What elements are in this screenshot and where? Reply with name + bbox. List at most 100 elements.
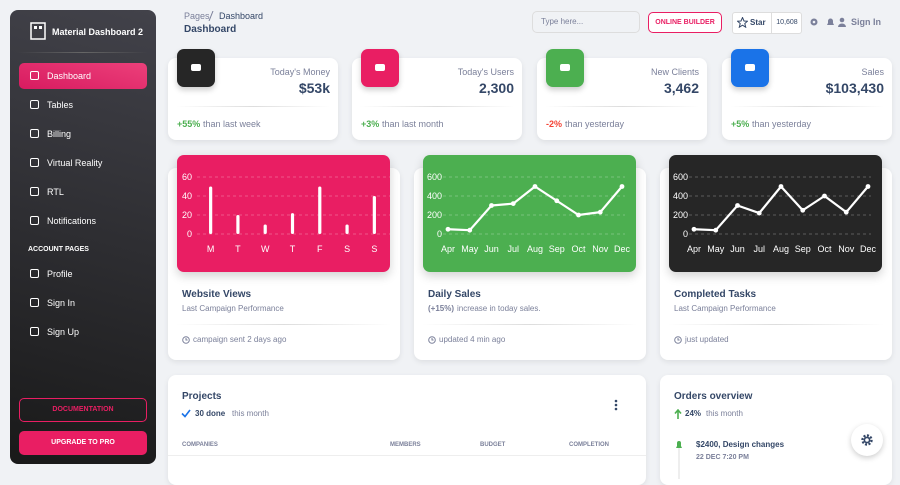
stat-label: Today's Users <box>457 67 514 77</box>
x-tick-label: Apr <box>687 244 701 254</box>
nav-icon <box>30 71 39 80</box>
nav-item[interactable]: Dashboard <box>47 71 92 81</box>
card-title: Website Views <box>182 289 252 300</box>
star-button[interactable]: Star 10,608 <box>732 12 802 34</box>
timeline <box>676 441 682 479</box>
star-count: 10,608 <box>771 13 802 33</box>
line <box>447 185 623 232</box>
chart-box: 0 200 400 600 Apr May Jun Jul Aug Sep Oct Nov Dec <box>423 155 636 272</box>
gear-icon <box>861 434 873 446</box>
menu-icon[interactable] <box>614 399 618 411</box>
stat-value: 3,462 <box>663 80 699 96</box>
stat-change: -2% <box>546 119 563 129</box>
nav-icon <box>30 129 39 138</box>
y-tick-label: 0 <box>437 229 442 239</box>
stat-label: Sales <box>861 67 884 77</box>
x-tick-label: Nov <box>592 244 609 254</box>
column-header: BUDGET <box>480 442 506 448</box>
nav-icon <box>30 100 39 109</box>
chart: 0 200 400 600 Apr May Jun Jul Aug Sep Oct Nov Dec <box>673 172 877 254</box>
y-tick-label: 0 <box>683 229 688 239</box>
x-tick-label: May <box>707 244 725 254</box>
divider <box>730 106 884 107</box>
bar <box>372 196 376 234</box>
nav-item[interactable]: Billing <box>47 129 72 139</box>
x-tick-label: Jul <box>507 244 519 254</box>
nav-icon <box>30 269 39 278</box>
section-label: ACCOUNT PAGES <box>28 246 89 253</box>
breadcrumb-parent[interactable]: Pages <box>184 11 210 21</box>
stat-note: than yesterday <box>752 119 812 129</box>
settings-button[interactable] <box>851 424 883 456</box>
y-tick-label: 40 <box>182 191 192 201</box>
x-tick-label: Dec <box>614 244 631 254</box>
card-subtitle: Last Campaign Performance <box>674 304 776 313</box>
point <box>467 227 473 233</box>
x-tick-label: Nov <box>838 244 855 254</box>
column-header: MEMBERS <box>390 442 421 448</box>
nav-item[interactable]: Tables <box>47 100 74 110</box>
upgrade-button[interactable]: UPGRADE TO PRO <box>19 431 147 455</box>
nav-item[interactable]: Sign Up <box>47 327 80 337</box>
breadcrumb-separator <box>208 11 214 21</box>
sidebar: Material Dashboard 2 ACCOUNT PAGES DOCUM… <box>10 10 156 464</box>
clock-icon <box>674 336 682 344</box>
subtitle-highlight: (+15%) <box>428 304 455 313</box>
point <box>800 207 806 213</box>
breadcrumb-current: Dashboard <box>219 11 264 21</box>
nav-icons <box>810 17 846 27</box>
card-subtitle: increase in today sales. <box>457 304 541 313</box>
nav-item[interactable]: Virtual Reality <box>47 158 103 168</box>
nav-icon <box>30 187 39 196</box>
y-tick-label: 0 <box>187 229 192 239</box>
divider <box>360 106 514 107</box>
stat-value: $103,430 <box>825 80 884 96</box>
stat-icon-glyph <box>560 64 570 71</box>
point <box>576 212 581 218</box>
x-tick-label: Sep <box>795 244 811 254</box>
event-title: $2400, Design changes <box>696 440 785 449</box>
online-builder-button[interactable]: ONLINE BUILDER <box>648 12 722 33</box>
dashboard-page: Material Dashboard 2 ACCOUNT PAGES DOCUM… <box>10 10 892 485</box>
y-tick-label: 600 <box>673 172 688 182</box>
x-tick-label: Jul <box>753 244 765 254</box>
nav-item[interactable]: Notifications <box>47 216 97 226</box>
search-input[interactable]: Type here... <box>532 11 640 33</box>
x-tick-label: Dec <box>860 244 877 254</box>
x-tick-label: Oct <box>817 244 832 254</box>
clock-icon <box>182 336 190 344</box>
point <box>691 226 697 232</box>
stat-icon-glyph <box>745 64 755 71</box>
point <box>713 227 719 233</box>
stat-card: Sales $103,430 +5% than yesterday <box>722 58 892 140</box>
nav-item[interactable]: RTL <box>47 187 64 197</box>
divider <box>668 324 884 325</box>
stat-value: $53k <box>298 80 330 96</box>
arrow-up-icon <box>674 409 682 419</box>
card-footer: updated 4 min ago <box>439 335 506 344</box>
star-label: Star <box>750 18 766 27</box>
table-divider <box>168 455 646 456</box>
stat-change: +5% <box>731 119 750 129</box>
documentation-button[interactable]: DOCUMENTATION <box>19 398 147 422</box>
x-tick-label: Oct <box>571 244 586 254</box>
sign-in-link[interactable]: Sign In <box>851 17 881 27</box>
x-tick-label: Aug <box>773 244 789 254</box>
x-tick-label: S <box>371 244 377 254</box>
active-item-bg[interactable] <box>19 63 147 89</box>
nav-item[interactable]: Sign In <box>47 298 76 308</box>
point <box>445 226 451 232</box>
card-footer: just updated <box>685 335 729 344</box>
nav-icon <box>30 298 39 307</box>
stat-label: New Clients <box>650 67 699 77</box>
divider <box>176 106 330 107</box>
line <box>693 185 869 232</box>
point <box>619 184 625 189</box>
stat-change: +3% <box>361 119 380 129</box>
star-icon <box>737 17 748 28</box>
point <box>554 198 560 204</box>
point <box>532 184 538 189</box>
projects-title: Projects <box>182 391 222 402</box>
divider <box>545 106 699 107</box>
nav-item[interactable]: Profile <box>47 269 73 279</box>
